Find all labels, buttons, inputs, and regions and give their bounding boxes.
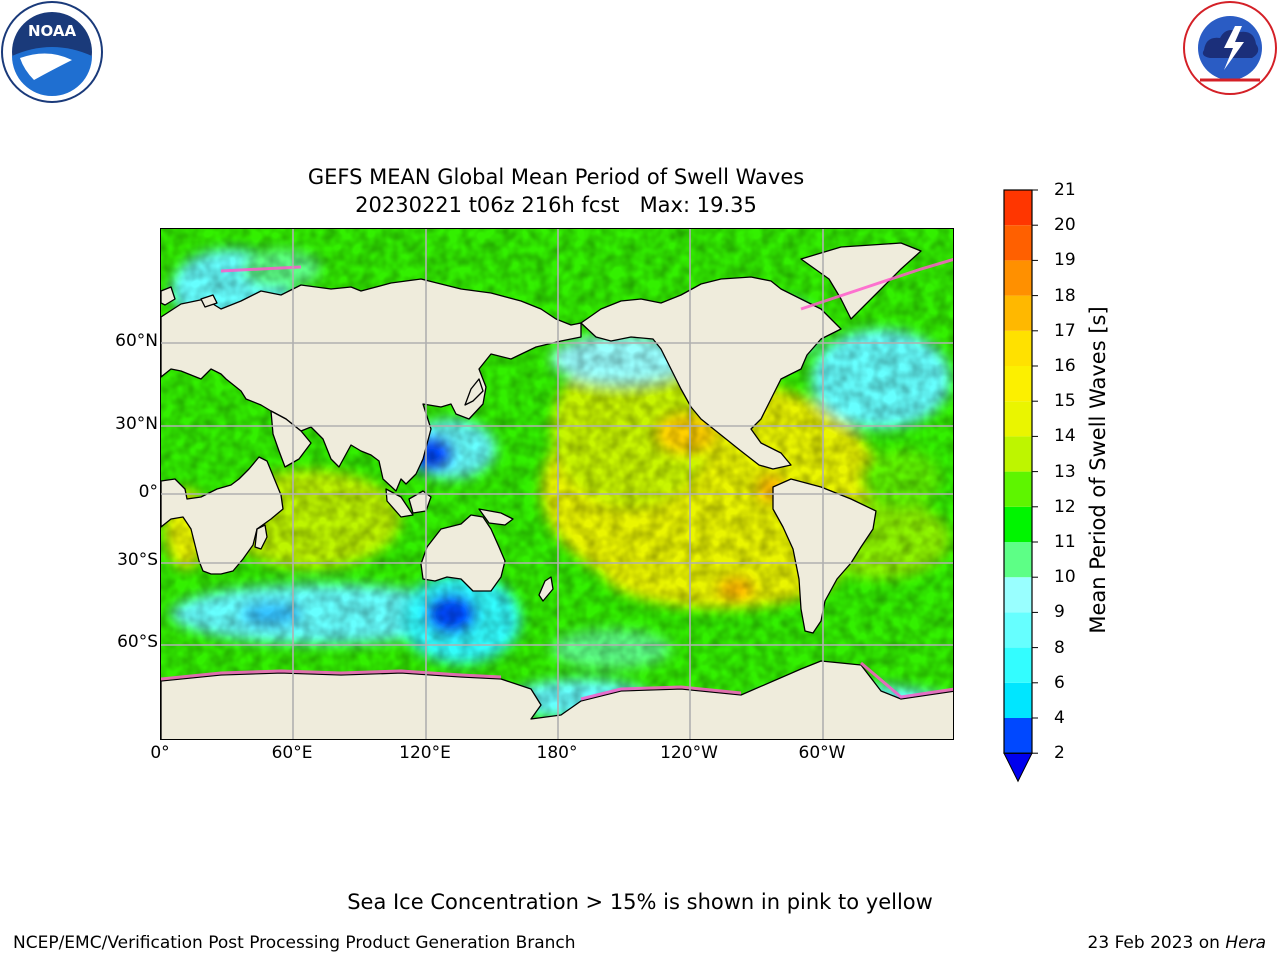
colorbar-segment xyxy=(1004,401,1032,437)
colorbar-segment xyxy=(1004,260,1032,296)
footer-credit: NCEP/EMC/Verification Post Processing Pr… xyxy=(13,933,576,953)
graticule xyxy=(161,229,953,739)
chart-title: GEFS MEAN Global Mean Period of Swell Wa… xyxy=(307,165,805,189)
colorbar-tick-label: 11 xyxy=(1054,532,1076,552)
lon-label-0: 0° xyxy=(150,743,170,763)
colorbar-segment xyxy=(1004,295,1032,331)
colorbar-tick-label: 9 xyxy=(1054,602,1065,623)
colorbar-tick-label: 8 xyxy=(1054,637,1065,658)
footer-machine: Hera xyxy=(1225,933,1266,953)
colorbar-segment xyxy=(1004,190,1032,226)
footer-date: 23 Feb 2023 on Hera xyxy=(1088,933,1266,953)
lon-label-180: 180° xyxy=(536,743,578,763)
colorbar-extend-arrow xyxy=(1003,752,1033,783)
noaa-logo: NOAA xyxy=(1,1,103,103)
colorbar-segment xyxy=(1004,682,1032,718)
colorbar-tick-label: 17 xyxy=(1054,320,1076,341)
colorbar-segment xyxy=(1004,506,1032,542)
colorbar-segment xyxy=(1004,612,1032,648)
colorbar-tick-label: 14 xyxy=(1054,426,1076,447)
lat-label-0: 0° xyxy=(138,482,158,502)
swell-period-map xyxy=(161,229,953,739)
colorbar-segment xyxy=(1004,718,1032,754)
colorbar-tick-label: 10 xyxy=(1054,567,1076,588)
footer-date-text: 23 Feb 2023 on xyxy=(1087,933,1226,953)
lat-label-30s: 30°S xyxy=(117,550,158,570)
colorbar-segment xyxy=(1004,366,1032,402)
colorbar-segment xyxy=(1004,471,1032,507)
colorbar-tick-label: 19 xyxy=(1054,250,1076,271)
colorbar-tick-label: 16 xyxy=(1054,356,1076,376)
colorbar-tick-label: 21 xyxy=(1054,180,1076,200)
sea-ice-edge xyxy=(161,258,953,701)
colorbar-tick-label: 15 xyxy=(1054,391,1076,412)
nws-logo xyxy=(1183,1,1277,95)
colorbar-tick-label: 2 xyxy=(1054,743,1065,764)
lon-label-60e: 60°E xyxy=(271,743,313,763)
land-masses xyxy=(161,242,953,739)
colorbar-tick-label: 13 xyxy=(1054,461,1076,482)
map-panel xyxy=(160,228,954,740)
colorbar xyxy=(1003,189,1038,783)
chart-subtitle: 20230221 t06z 216h fcst Max: 19.35 xyxy=(355,193,757,217)
noaa-logo-text: NOAA xyxy=(28,22,77,40)
colorbar-segment xyxy=(1004,436,1032,472)
colorbar-segment xyxy=(1004,577,1032,613)
lon-label-120e: 120°E xyxy=(399,743,451,763)
colorbar-segment xyxy=(1004,542,1032,578)
lon-label-120w: 120°W xyxy=(660,743,718,763)
colorbar-tick-label: 18 xyxy=(1054,285,1076,306)
colorbar-tick-label: 6 xyxy=(1054,672,1065,693)
colorbar-segment xyxy=(1004,330,1032,366)
colorbar-tick-label: 4 xyxy=(1054,708,1065,728)
colorbar-segment xyxy=(1004,225,1032,261)
lat-label-30n: 30°N xyxy=(115,414,158,434)
sea-ice-note: Sea Ice Concentration > 15% is shown in … xyxy=(347,890,933,914)
colorbar-title: Mean Period of Swell Waves [s] xyxy=(1086,306,1110,634)
colorbar-segment xyxy=(1004,647,1032,683)
lon-label-60w: 60°W xyxy=(798,743,846,763)
lat-label-60n: 60°N xyxy=(115,331,158,351)
lat-label-60s: 60°S xyxy=(117,632,158,652)
colorbar-tick-label: 20 xyxy=(1054,215,1076,236)
colorbar-tick-label: 12 xyxy=(1054,496,1076,517)
